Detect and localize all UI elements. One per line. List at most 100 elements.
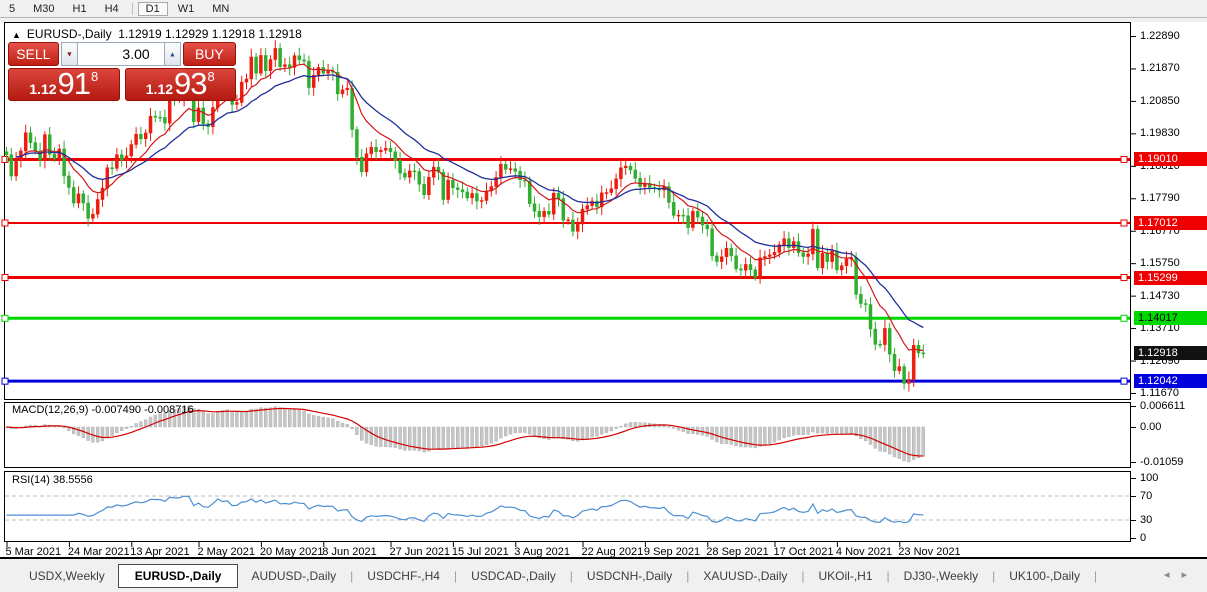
tab-usdx-weekly[interactable]: USDX,Weekly [29, 569, 105, 583]
macd-bar [537, 426, 541, 439]
candle-down [695, 211, 700, 218]
macd-bar [921, 426, 925, 457]
tab-xauusd-daily[interactable]: XAUUSD-,Daily [703, 569, 788, 583]
candle-up [57, 148, 62, 160]
timeframe-button-mn[interactable]: MN [212, 2, 230, 15]
macd-bar [220, 410, 225, 428]
candle-up [369, 147, 374, 154]
macd-bar [364, 426, 369, 444]
candle-down [153, 115, 158, 118]
macd-bar [355, 426, 359, 435]
level-line-handle[interactable] [1120, 155, 1128, 163]
candle-up [551, 192, 556, 215]
candle-up [14, 159, 18, 177]
horizontal-level-lines[interactable] [1, 155, 1130, 385]
sell-price-button[interactable]: 1.12 91 8 [8, 68, 120, 101]
candle-up [907, 379, 911, 384]
date-axis-label: 3 Aug 2021 [514, 546, 570, 558]
volume-input[interactable] [77, 42, 164, 66]
chart-tab-bar: USDX,Weekly EURUSD-,Daily AUDUSD-,Daily | US… [0, 560, 1207, 592]
candle-down [561, 198, 566, 221]
candle-down [441, 171, 446, 200]
level-line-handle[interactable] [1120, 219, 1128, 227]
candle-up [239, 81, 244, 103]
macd-bar [859, 426, 863, 439]
macd-bar [201, 411, 206, 428]
macd-bar [215, 411, 220, 428]
tab-usdcad-daily[interactable]: USDCAD-,Daily [471, 569, 556, 583]
price-axis-label: 1.22890 [1140, 30, 1180, 42]
candle-down [388, 148, 393, 153]
chart-canvas[interactable] [0, 22, 1207, 560]
candle-down [503, 163, 508, 170]
candle-up [43, 134, 47, 161]
candlestick-series[interactable] [4, 40, 926, 392]
tab-ukoil-h1[interactable]: UKOil-,H1 [818, 569, 873, 583]
candle-up [379, 149, 383, 153]
buy-price-button[interactable]: 1.12 93 8 [124, 68, 236, 101]
candle-down [355, 129, 359, 158]
scroll-right-icon[interactable]: ▸ [1181, 569, 1199, 581]
price-axis-label: 1.14730 [1140, 289, 1180, 302]
candle-down [734, 255, 738, 270]
macd-bar [408, 426, 412, 451]
level-line-handle[interactable] [1120, 274, 1128, 282]
price-tag-1.14017: 1.14017 [1134, 311, 1207, 326]
tab-eurusd-daily[interactable]: EURUSD-,Daily [117, 564, 239, 588]
macd-bar [556, 426, 561, 438]
timeframe-button-d1[interactable]: D1 [137, 1, 168, 16]
level-line-handle[interactable] [1, 274, 9, 282]
macd-bar [792, 426, 796, 436]
macd-bar [724, 426, 729, 444]
macd-bar [705, 426, 709, 437]
scroll-left-icon[interactable]: ◂ [1163, 569, 1182, 581]
timeframe-button-5[interactable]: 5 [9, 2, 16, 15]
candle-down [28, 132, 33, 143]
timeframe-button-h1[interactable]: H1 [72, 2, 87, 15]
macd-bar [148, 416, 153, 428]
tab-audusd-daily[interactable]: AUDUSD-,Daily [251, 569, 337, 583]
tab-usdchf-h4[interactable]: USDCHF-,H4 [367, 569, 440, 583]
candle-down [254, 56, 258, 74]
level-line-handle[interactable] [1, 314, 9, 322]
level-line-handle[interactable] [1120, 377, 1128, 385]
candle-up [767, 254, 772, 257]
buy-button[interactable]: BUY [182, 42, 236, 66]
level-line-handle[interactable] [1, 377, 9, 385]
chart-symbol-label: EURUSD-,Daily [26, 27, 112, 41]
candle-down [825, 253, 830, 262]
timeframe-button-m30[interactable]: M30 [33, 2, 55, 15]
tab-usdcnh-daily[interactable]: USDCNH-,Daily [586, 569, 673, 583]
level-line-handle[interactable] [1120, 314, 1128, 322]
candle-up [691, 211, 695, 228]
candle-down [119, 154, 124, 161]
moving-average-slow [16, 74, 924, 329]
level-line-handle[interactable] [1, 219, 9, 227]
rsi-line [6, 495, 924, 524]
macd-bar [388, 426, 393, 448]
volume-decrease-button[interactable]: ▼ [60, 42, 78, 66]
macd-bar [499, 426, 503, 439]
candle-down [513, 168, 518, 172]
timeframe-button-w1[interactable]: W1 [177, 2, 195, 15]
candle-down [796, 241, 801, 253]
level-line-handle[interactable] [1, 155, 9, 163]
macd-bar [393, 426, 397, 448]
timeframe-button-h4[interactable]: H4 [104, 2, 119, 15]
macd-bar [888, 426, 892, 455]
candle-down [9, 154, 14, 177]
tab-dj30-weekly[interactable]: DJ30-,Weekly [903, 569, 979, 583]
candle-down [263, 55, 268, 71]
tab-uk100-daily[interactable]: UK100-,Daily [1009, 569, 1080, 583]
macd-bar [667, 425, 671, 428]
macd-bar [331, 418, 335, 428]
macd-bar [225, 409, 230, 428]
timeframe-toolbar: 5 M30 H1 H4 D1 W1 MN [0, 0, 1207, 18]
date-axis-label: 15 Jul 2021 [451, 546, 509, 558]
macd-bar [806, 426, 810, 435]
date-axis-label: 27 Jun 2021 [389, 546, 451, 558]
volume-increase-button[interactable]: ▲ [163, 42, 181, 66]
candle-up [129, 144, 134, 157]
sell-button[interactable]: SELL [8, 42, 59, 66]
macd-bar [624, 423, 628, 428]
